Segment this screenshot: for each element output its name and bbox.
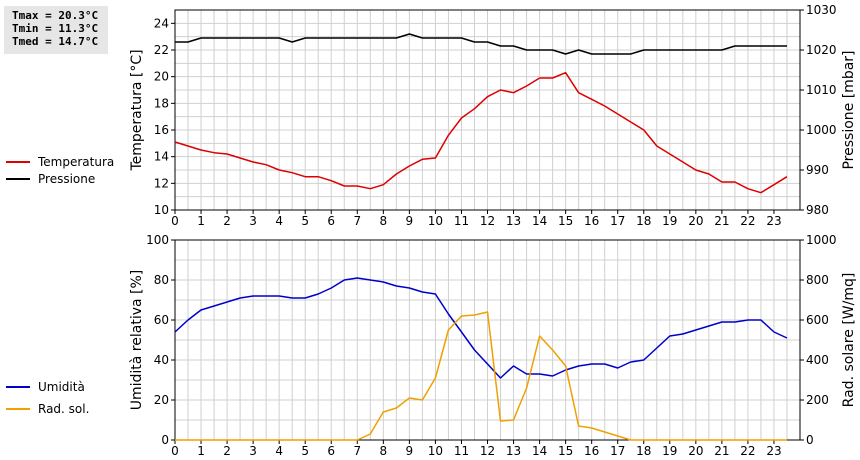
y-right-tick-label: 1030 [806, 3, 837, 17]
legend-label: Temperatura [37, 155, 114, 169]
y-right-axis-title: Pressione [mbar] [841, 50, 857, 169]
y-right-tick-label: 200 [806, 393, 829, 407]
x-tick-label: 14 [532, 214, 547, 228]
x-tick-label: 9 [406, 214, 414, 228]
x-tick-label: 22 [740, 214, 755, 228]
x-tick-label: 12 [480, 444, 495, 458]
y-left-tick-label: 20 [154, 70, 169, 84]
x-tick-label: 1 [197, 214, 205, 228]
series-line-temperatura [174, 71, 788, 194]
stats-box: Tmax = 20.3°C Tmin = 11.3°C Tmed = 14.7°… [4, 6, 108, 54]
x-tick-label: 14 [532, 444, 547, 458]
x-tick-label: 6 [327, 444, 335, 458]
x-tick-label: 18 [636, 444, 651, 458]
x-tick-label: 5 [301, 444, 309, 458]
stat-tmed: Tmed = 14.7°C [12, 35, 99, 48]
y-right-tick-label: 800 [806, 273, 829, 287]
x-tick-label: 3 [249, 214, 257, 228]
x-tick-label: 1 [197, 444, 205, 458]
x-tick-label: 4 [275, 444, 283, 458]
y-right-tick-label: 600 [806, 313, 829, 327]
x-tick-label: 4 [275, 214, 283, 228]
x-tick-label: 10 [428, 444, 443, 458]
legend-label: Umidità [38, 380, 85, 394]
y-left-tick-label: 18 [154, 96, 169, 110]
series-line-rad-sol- [175, 311, 787, 441]
x-tick-label: 19 [662, 444, 677, 458]
y-left-tick-label: 24 [154, 16, 169, 30]
x-tick-label: 8 [380, 444, 388, 458]
y-right-tick-label: 1020 [806, 43, 837, 57]
x-tick-label: 20 [688, 214, 703, 228]
y-left-tick-label: 12 [154, 176, 169, 190]
x-tick-label: 19 [662, 214, 677, 228]
x-tick-label: 7 [353, 444, 361, 458]
x-tick-label: 7 [353, 214, 361, 228]
stat-tmin: Tmin = 11.3°C [12, 22, 99, 35]
x-tick-label: 2 [223, 214, 231, 228]
x-tick-label: 11 [454, 444, 469, 458]
x-tick-label: 21 [714, 214, 729, 228]
x-tick-label: 12 [480, 214, 495, 228]
x-tick-label: 20 [688, 444, 703, 458]
y-left-tick-label: 100 [146, 233, 169, 247]
x-tick-label: 13 [506, 444, 521, 458]
x-tick-label: 16 [584, 214, 599, 228]
y-right-tick-label: 1000 [806, 233, 837, 247]
x-tick-label: 16 [584, 444, 599, 458]
x-tick-label: 23 [766, 444, 781, 458]
x-tick-label: 15 [558, 214, 573, 228]
x-tick-label: 21 [714, 444, 729, 458]
y-left-tick-label: 60 [154, 313, 169, 327]
y-left-tick-label: 14 [154, 150, 169, 164]
x-tick-label: 6 [327, 214, 335, 228]
y-right-tick-label: 0 [806, 433, 814, 447]
y-left-tick-label: 22 [154, 43, 169, 57]
x-tick-label: 9 [406, 444, 414, 458]
x-tick-label: 18 [636, 214, 651, 228]
y-right-tick-label: 980 [806, 203, 829, 217]
legend-label: Rad. sol. [38, 402, 89, 416]
y-left-tick-label: 40 [154, 353, 169, 367]
x-tick-label: 15 [558, 444, 573, 458]
y-left-tick-label: 80 [154, 273, 169, 287]
stat-tmax: Tmax = 20.3°C [12, 9, 99, 22]
y-right-tick-label: 1010 [806, 83, 837, 97]
x-tick-label: 13 [506, 214, 521, 228]
x-tick-label: 0 [171, 214, 179, 228]
y-left-tick-label: 0 [161, 433, 169, 447]
x-tick-label: 2 [223, 444, 231, 458]
x-tick-label: 8 [380, 214, 388, 228]
y-left-tick-label: 20 [154, 393, 169, 407]
y-right-tick-label: 990 [806, 163, 829, 177]
x-tick-label: 5 [301, 214, 309, 228]
y-left-axis-title: Umidità relativa [%] [129, 270, 145, 411]
series-line-umidit- [174, 277, 788, 379]
x-tick-label: 17 [610, 214, 625, 228]
y-right-axis-title: Rad. solare [W/mq] [841, 273, 857, 408]
legend-label: Pressione [38, 172, 95, 186]
y-right-tick-label: 1000 [806, 123, 837, 137]
y-left-tick-label: 16 [154, 123, 169, 137]
x-tick-label: 22 [740, 444, 755, 458]
x-tick-label: 0 [171, 444, 179, 458]
x-tick-label: 23 [766, 214, 781, 228]
y-right-tick-label: 400 [806, 353, 829, 367]
y-left-tick-label: 10 [154, 203, 169, 217]
x-tick-label: 10 [428, 214, 443, 228]
series-line-pressione [175, 33, 787, 55]
x-tick-label: 11 [454, 214, 469, 228]
y-left-axis-title: Temperatura [°C] [129, 49, 145, 171]
x-tick-label: 17 [610, 444, 625, 458]
x-tick-label: 3 [249, 444, 257, 458]
